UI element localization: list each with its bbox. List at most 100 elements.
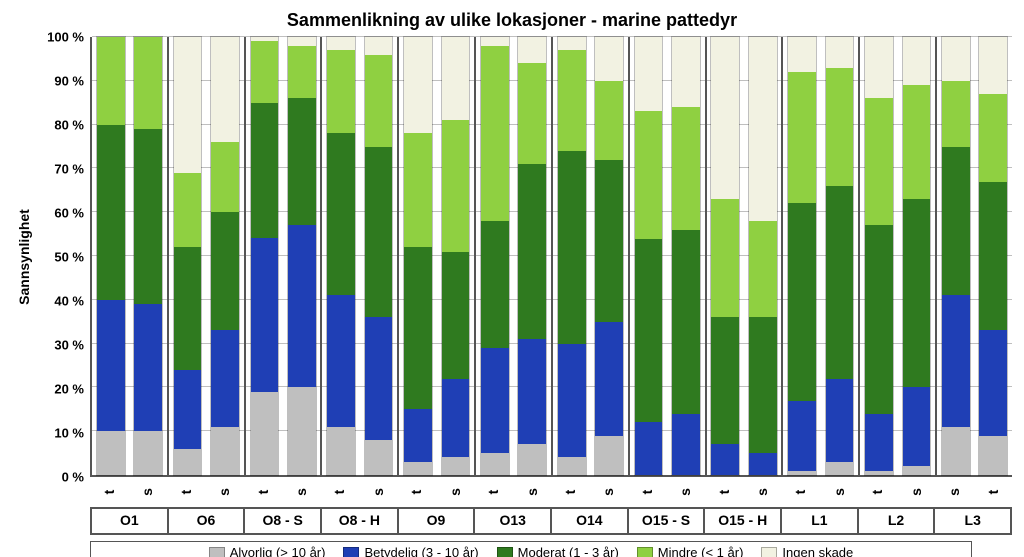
bar-slot: [476, 37, 513, 475]
legend-item: Alvorlig (> 10 år): [209, 545, 326, 557]
bar-segment-moderat: [518, 164, 546, 339]
sub-label-group: st: [935, 477, 1012, 507]
legend-swatch: [209, 547, 225, 557]
bar-segment-mindre: [826, 68, 854, 186]
sub-label: s: [747, 473, 777, 511]
bar-slot: [399, 37, 436, 475]
sub-label: s: [440, 473, 470, 511]
bar-segment-betydelig: [635, 422, 663, 475]
sub-label-group: ts: [244, 477, 321, 507]
bar-slot: [514, 37, 551, 475]
y-tick-label: 0 %: [62, 470, 84, 485]
legend-swatch: [637, 547, 653, 557]
stacked-bar: [518, 37, 546, 475]
bar-segment-ingen: [788, 37, 816, 72]
bar-segment-moderat: [979, 182, 1007, 331]
bar-segment-ingen: [903, 37, 931, 85]
bar-segment-ingen: [518, 37, 546, 63]
sub-label-group: ts: [628, 477, 705, 507]
sub-label: s: [133, 473, 163, 511]
y-tick-label: 30 %: [54, 338, 84, 353]
sub-label-group: ts: [858, 477, 935, 507]
sub-label-group: ts: [90, 477, 167, 507]
bar-segment-moderat: [327, 133, 355, 295]
bar-group: [783, 37, 860, 475]
bar-segment-betydelig: [481, 348, 509, 453]
bar-slot: [821, 37, 858, 475]
bar-segment-mindre: [979, 94, 1007, 182]
sub-label-group: ts: [397, 477, 474, 507]
bar-group: [246, 37, 323, 475]
stacked-bar: [288, 37, 316, 475]
bar-segment-ingen: [826, 37, 854, 68]
bar-segment-moderat: [481, 221, 509, 348]
sub-label: s: [824, 473, 854, 511]
sub-labels-row: tststststststststststsst: [90, 477, 1012, 507]
bar-slot: [667, 37, 704, 475]
bar-segment-moderat: [365, 147, 393, 318]
bar-slot: [246, 37, 283, 475]
stacked-bar: [174, 37, 202, 475]
y-tick-label: 100 %: [47, 30, 84, 45]
y-axis: 0 %10 %20 %30 %40 %50 %60 %70 %80 %90 %1…: [36, 37, 90, 477]
bar-segment-moderat: [288, 98, 316, 225]
legend-label: Betydelig (3 - 10 år): [364, 545, 478, 557]
sub-label-group: ts: [551, 477, 628, 507]
sub-label: t: [709, 473, 739, 511]
bar-segment-ingen: [442, 37, 470, 120]
legend-item: Ingen skade: [761, 545, 853, 557]
bar-segment-alvorlig: [942, 427, 970, 475]
sub-label: t: [94, 473, 124, 511]
legend-label: Moderat (1 - 3 år): [518, 545, 619, 557]
stacked-bar: [635, 37, 663, 475]
bar-segment-moderat: [174, 247, 202, 370]
bar-segment-betydelig: [979, 330, 1007, 435]
stacked-bar: [711, 37, 739, 475]
legend-swatch: [497, 547, 513, 557]
bar-segment-moderat: [672, 230, 700, 414]
legend-item: Moderat (1 - 3 år): [497, 545, 619, 557]
sub-label: t: [248, 473, 278, 511]
bar-group: [553, 37, 630, 475]
stacked-bar: [865, 37, 893, 475]
y-axis-label-wrap: Sannsynlighet: [12, 37, 36, 477]
y-tick-label: 90 %: [54, 74, 84, 89]
bar-segment-betydelig: [404, 409, 432, 462]
legend-label: Mindre (< 1 år): [658, 545, 744, 557]
y-tick-label: 10 %: [54, 426, 84, 441]
bar-segment-mindre: [711, 199, 739, 317]
bar-slot: [937, 37, 974, 475]
bar-slot: [322, 37, 359, 475]
y-axis-label: Sannsynlighet: [16, 209, 32, 305]
bar-segment-betydelig: [365, 317, 393, 440]
bar-segment-moderat: [211, 212, 239, 330]
bar-segment-alvorlig: [518, 444, 546, 475]
bar-segment-mindre: [251, 41, 279, 102]
bar-segment-ingen: [558, 37, 586, 50]
bar-slot: [283, 37, 320, 475]
bar-segment-betydelig: [251, 238, 279, 391]
bar-segment-moderat: [865, 225, 893, 413]
chart-container: Sammenlikning av ulike lokasjoner - mari…: [0, 0, 1024, 557]
bar-segment-betydelig: [788, 401, 816, 471]
bar-group: [169, 37, 246, 475]
stacked-bar: [942, 37, 970, 475]
bar-segment-ingen: [865, 37, 893, 98]
bar-segment-moderat: [595, 160, 623, 322]
legend-swatch: [761, 547, 777, 557]
bar-segment-alvorlig: [365, 440, 393, 475]
bar-group: [399, 37, 476, 475]
legend-swatch: [343, 547, 359, 557]
bar-segment-alvorlig: [481, 453, 509, 475]
bar-segment-ingen: [979, 37, 1007, 94]
bar-segment-ingen: [404, 37, 432, 133]
sub-label: t: [978, 473, 1008, 511]
bar-segment-betydelig: [327, 295, 355, 426]
bar-segment-alvorlig: [251, 392, 279, 475]
bar-slot: [437, 37, 474, 475]
bar-segment-mindre: [558, 50, 586, 151]
bar-segment-ingen: [481, 37, 509, 46]
bar-segment-betydelig: [595, 322, 623, 436]
bar-slot: [590, 37, 627, 475]
legend-label: Alvorlig (> 10 år): [230, 545, 326, 557]
